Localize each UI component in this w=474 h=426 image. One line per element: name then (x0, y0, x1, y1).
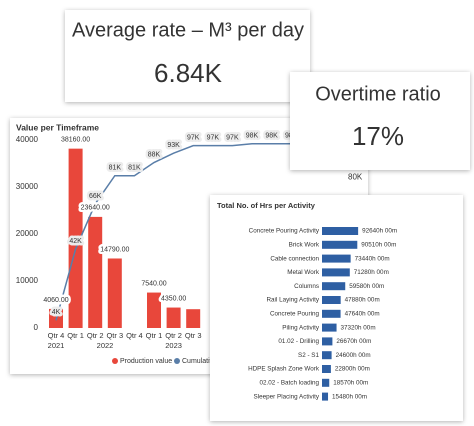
chart-title: Value per Timeframe (16, 122, 99, 132)
x-group-label: 2022 (97, 341, 114, 350)
bar (322, 309, 341, 318)
bar (322, 323, 337, 332)
kpi-title: Overtime ratio (315, 83, 441, 105)
data-label: 47880h 00m (345, 297, 380, 304)
legend-label: Production value (120, 358, 172, 365)
bar (68, 148, 83, 328)
chart-title: Total No. of Hrs per Activity (217, 201, 316, 210)
category-label: Metal Work (287, 269, 320, 276)
bar (186, 309, 201, 328)
category-label: 01.02 - Drilling (278, 338, 319, 345)
data-label: 37320h 00m (341, 324, 376, 331)
bar (322, 351, 332, 360)
data-label: 97K (187, 134, 200, 141)
bar (107, 258, 122, 328)
bar (322, 227, 359, 235)
data-label: 23640.00 (81, 205, 110, 212)
data-label: 71280h 00m (354, 269, 389, 276)
data-label: 81K (128, 165, 141, 172)
x-tick-label: Qtr 2 (87, 331, 104, 340)
bar (322, 337, 333, 346)
bar (322, 378, 330, 387)
category-label: Rail Laying Activity (267, 297, 320, 304)
data-label: 97K (226, 134, 239, 141)
data-label: 98K (246, 133, 259, 140)
data-label: 14790.00 (100, 246, 129, 253)
card-bg (65, 10, 310, 102)
y2-tick-label: 80K (348, 173, 363, 182)
data-label: 81K (109, 165, 122, 172)
bar (322, 365, 331, 373)
category-label: S2 - S1 (298, 352, 319, 359)
data-label: 93K (167, 142, 180, 149)
data-label: 90510h 00m (361, 241, 396, 248)
data-label: 97K (207, 134, 220, 141)
data-label: 98K (265, 133, 278, 140)
data-label: 38160.00 (61, 136, 90, 143)
data-label: 24600h 00m (336, 352, 371, 359)
category-label: 02.02 - Batch loading (259, 379, 319, 386)
bar (322, 268, 350, 277)
category-label: Sleeper Placing Activity (254, 393, 320, 400)
bar (322, 296, 341, 304)
data-label: 66K (89, 193, 102, 200)
bar (322, 240, 358, 249)
bar (322, 282, 346, 291)
card-bg (290, 72, 470, 170)
category-label: Concrete Pouring Activity (249, 228, 320, 235)
bar (88, 216, 103, 328)
x-tick-label: Qtr 1 (67, 331, 84, 340)
y-tick-label: 10000 (16, 276, 39, 285)
data-label: 26670h 00m (336, 338, 371, 345)
line (55, 143, 292, 321)
x-tick-label: Qtr 3 (185, 331, 202, 340)
category-label: Piling Activity (282, 324, 320, 331)
legend-label: Cumulative (182, 358, 217, 365)
category-label: Brick Work (289, 241, 320, 248)
x-group-label: 2021 (48, 341, 65, 350)
data-label: 22800h 00m (335, 366, 370, 373)
category-label: Columns (294, 283, 319, 290)
data-label: 42K (69, 238, 82, 245)
x-tick-label: Qtr 4 (48, 331, 65, 340)
category-label: Cable connection (270, 255, 319, 262)
data-label: 47640h 00m (345, 310, 380, 317)
x-tick-label: Qtr 4 (126, 331, 143, 340)
data-label: 4350.00 (161, 295, 186, 302)
bar (147, 292, 161, 328)
legend-swatch (112, 358, 118, 364)
data-label: 18570h 00m (333, 379, 368, 386)
bar (322, 392, 329, 401)
x-tick-label: Qtr 2 (165, 331, 182, 340)
y-tick-label: 0 (34, 323, 39, 332)
hbar-card: Total No. of Hrs per Activity Concrete P… (210, 195, 463, 421)
y-tick-label: 20000 (16, 229, 39, 238)
kpi-title: Average rate – M³ per day (72, 19, 304, 41)
data-label: 73440h 00m (355, 255, 390, 262)
data-label: 4060.00 (43, 297, 68, 304)
x-group-label: 2023 (165, 341, 182, 350)
bar (322, 254, 351, 263)
category-label: HDPE Splash Zone Work (248, 366, 320, 373)
y-tick-label: 30000 (16, 182, 39, 191)
data-label: 59580h 00m (349, 283, 384, 290)
data-label: 7540.00 (141, 280, 166, 287)
data-label: 4K (52, 309, 61, 316)
kpi-card: Average rate – M³ per day 6.84K (65, 10, 310, 102)
bar (166, 307, 181, 328)
kpi-value: 6.84K (154, 58, 223, 88)
y-tick-label: 40000 (16, 135, 39, 144)
data-label: 88K (148, 151, 161, 158)
legend-swatch (174, 358, 180, 364)
data-label: 92640h 00m (362, 228, 397, 235)
kpi-value: 17% (352, 121, 404, 151)
data-label: 15480h 00m (332, 393, 367, 400)
category-label: Concrete Pouring (270, 310, 320, 317)
x-tick-label: Qtr 1 (146, 331, 163, 340)
kpi-card: Overtime ratio 17% (290, 72, 470, 170)
x-tick-label: Qtr 3 (106, 331, 123, 340)
